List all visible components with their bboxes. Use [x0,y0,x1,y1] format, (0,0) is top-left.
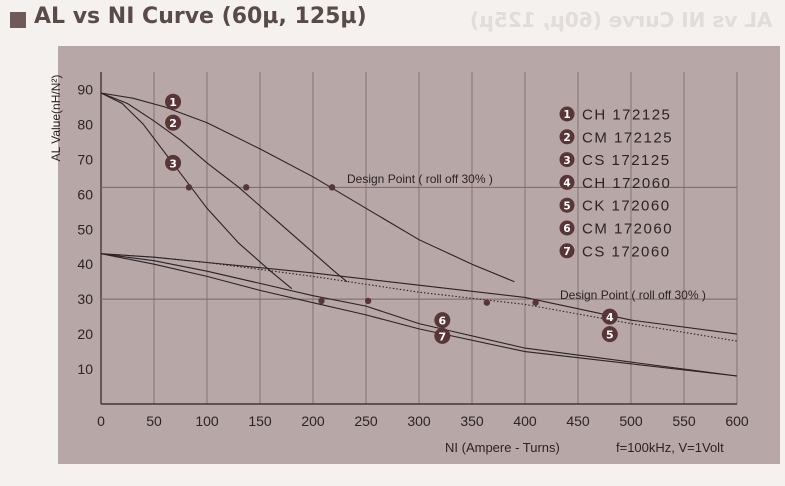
x-tick-label: 500 [619,413,643,429]
legend-label: CS 172060 [582,243,671,260]
y-tick-label: 10 [77,361,93,377]
x-tick-label: 0 [97,413,105,429]
design-point-label: Design Point ( roll off 30% ) [347,172,493,186]
curve-badge-number: 1 [169,96,177,109]
y-tick-label: 30 [77,291,93,307]
legend-badge-number: 3 [563,155,570,167]
legend-badge-number: 4 [563,178,570,190]
legend-label: CH 172060 [582,175,671,192]
curve-badge-number: 4 [606,311,614,324]
curve-badge: 7 [434,327,451,344]
y-axis-label: AL Value(nH/N²) [49,75,63,162]
x-tick-label: 600 [725,413,749,429]
x-tick-label: 450 [566,413,590,429]
legend-badge [559,152,575,168]
x-tick-label: 100 [195,413,219,429]
curve-badge: 2 [165,114,182,131]
design-point-marker [318,297,325,305]
design-point-marker [364,297,372,305]
x-tick-label: 300 [407,413,431,429]
y-tick-label: 20 [77,326,93,342]
series-line [100,253,738,377]
design-point-label: Design Point ( roll off 30% ) [560,288,706,302]
design-point-marker [328,184,336,191]
legend-label: CH 172125 [582,107,671,124]
y-tick-label: 80 [77,116,93,132]
legend-badge-number: 7 [563,246,570,258]
curve-badge-circle [434,327,451,344]
series-line [100,253,738,377]
legend-label: CS 172125 [582,152,671,169]
design-point-marker [185,184,193,191]
x-axis-label: NI (Ampere - Turns) [445,440,560,455]
curve-badge-circle [434,312,451,329]
legend-badge-number: 1 [563,109,570,121]
curve-badge-circle [165,154,182,171]
curve-badge: 6 [434,312,451,329]
legend-badge-number: 6 [563,223,570,235]
y-tick-label: 60 [77,186,93,202]
series-line [100,92,515,283]
curve-badge-circle [165,114,182,131]
design-point-marker [483,299,491,306]
curve-badge-circle [601,308,618,325]
y-tick-label: 40 [77,256,93,272]
legend-badge [559,106,575,122]
curve-badge-number: 2 [169,117,177,130]
legend-badge [559,220,575,236]
curve-badge-number: 6 [438,315,446,328]
curve-badge: 5 [601,326,618,343]
legend-badge-number: 2 [563,132,570,144]
curve-badge: 1 [165,93,182,110]
x-tick-label: 150 [248,413,272,429]
curve-badge-number: 7 [438,330,446,343]
x-tick-label: 550 [672,413,696,429]
curve-badge-number: 5 [606,329,614,342]
title-square [10,12,26,28]
x-tick-label: 250 [354,413,378,429]
x-tick-label: 50 [146,413,162,429]
curve-badge-number: 3 [169,157,177,170]
x-tick-label: 350 [460,413,484,429]
legend-label: CM 172125 [582,129,673,146]
legend-badge-number: 5 [563,200,570,212]
test-condition-label: f=100kHz, V=1Volt [616,440,724,455]
series-line [100,253,738,342]
legend-label: CM 172060 [582,221,673,238]
y-tick-label: 90 [77,81,93,97]
x-tick-label: 200 [301,413,325,429]
series-line [100,92,348,283]
legend-badge [559,174,575,190]
legend-badge [559,129,575,145]
legend-label: CK 172060 [582,198,671,215]
legend-badge [559,243,575,259]
y-tick-label: 50 [77,221,93,237]
design-point-marker [243,184,250,191]
curve-badge: 4 [601,308,618,325]
series-line [100,92,293,290]
curve-badge-circle [165,93,182,110]
curve-badge-circle [601,326,618,343]
legend-badge [559,197,575,213]
y-tick-label: 70 [77,151,93,167]
design-point-marker [532,299,539,306]
page-title: AL vs NI Curve (60µ, 125µ) [34,4,367,29]
x-tick-label: 400 [513,413,537,429]
curve-badge: 3 [165,154,182,171]
